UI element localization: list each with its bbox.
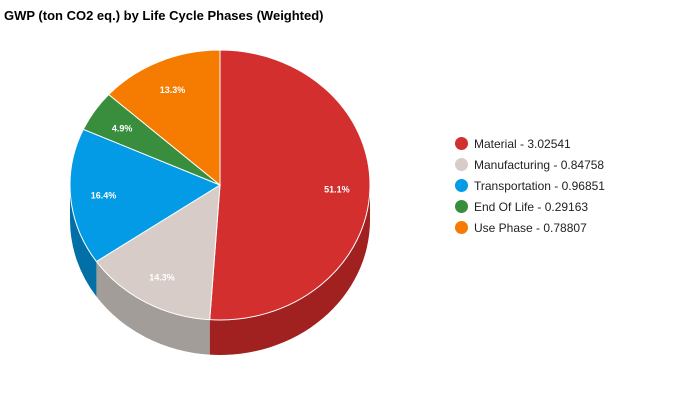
legend-item-use-phase[interactable]: Use Phase - 0.78807: [455, 217, 605, 238]
legend-item-transportation[interactable]: Transportation - 0.96851: [455, 175, 605, 196]
legend-label: End Of Life - 0.29163: [474, 199, 589, 214]
pie-label-material: 51.1%: [324, 185, 350, 195]
legend-label: Use Phase - 0.78807: [474, 220, 587, 235]
pie-slice-material[interactable]: [209, 49, 371, 321]
pie-slice-use-phase[interactable]: [107, 49, 221, 187]
legend-label: Transportation - 0.96851: [474, 178, 605, 193]
legend-item-manufacturing[interactable]: Manufacturing - 0.84758: [455, 154, 605, 175]
legend-swatch: [455, 221, 468, 234]
legend-item-material[interactable]: Material - 3.02541: [455, 133, 605, 154]
pie-label-manufacturing: 14.3%: [149, 272, 175, 282]
pie-side-material: [209, 185, 370, 355]
chart-legend: Material - 3.02541 Manufacturing - 0.847…: [455, 133, 605, 238]
pie-label-end-of-life: 4.9%: [112, 123, 133, 133]
legend-label: Material - 3.02541: [474, 136, 571, 151]
pie-labels-layer: 51.1% 14.3% 16.4% 4.9% 13.3%: [91, 85, 350, 283]
legend-swatch: [455, 158, 468, 171]
legend-label: Manufacturing - 0.84758: [474, 157, 605, 172]
pie-side-manufacturing: [96, 261, 210, 355]
legend-swatch: [455, 179, 468, 192]
pie-label-transportation: 16.4%: [91, 190, 117, 200]
pie-slice-transportation[interactable]: [69, 128, 222, 263]
pie-top-layer: [69, 49, 371, 321]
pie-slice-manufacturing[interactable]: [95, 184, 221, 321]
pie-label-use-phase: 13.3%: [160, 85, 186, 95]
legend-item-end-of-life[interactable]: End Of Life - 0.29163: [455, 196, 605, 217]
legend-swatch: [455, 137, 468, 150]
legend-swatch: [455, 200, 468, 213]
chart-title: GWP (ton CO2 eq.) by Life Cycle Phases (…: [4, 8, 324, 23]
